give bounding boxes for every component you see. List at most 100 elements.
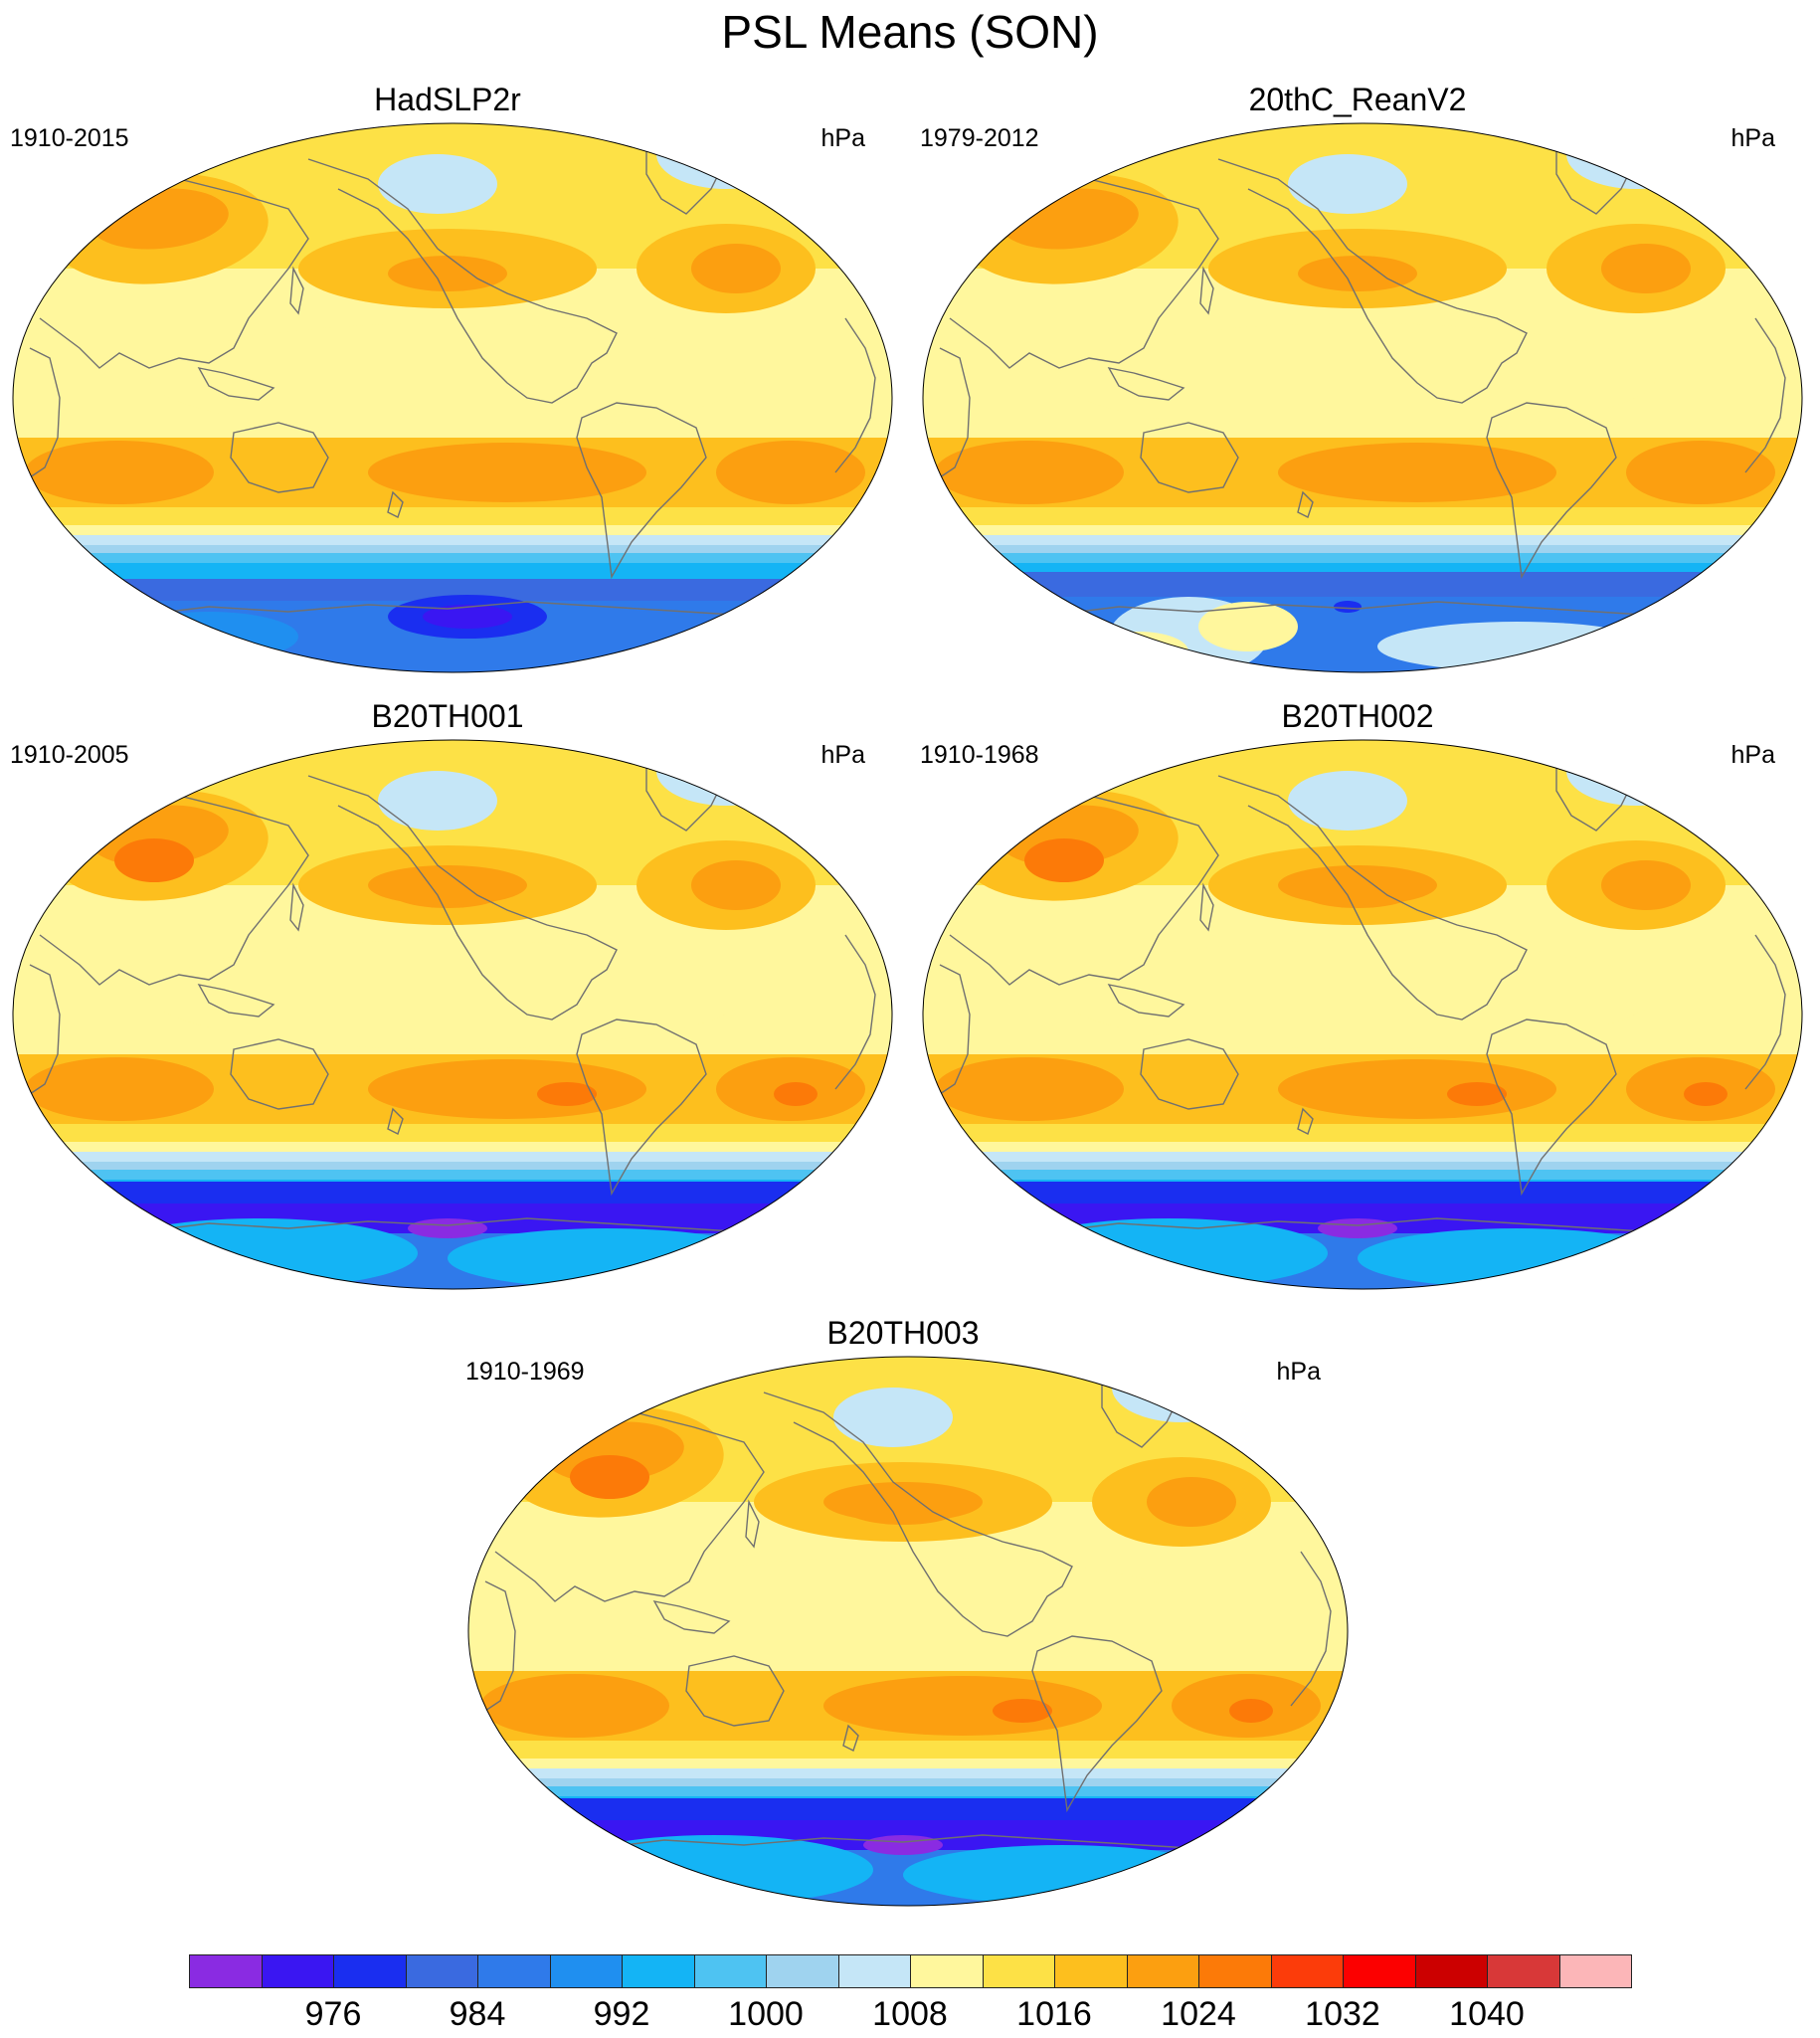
africa-outline xyxy=(939,964,971,1095)
icelandic-low-core xyxy=(701,748,761,784)
south-pacific-high xyxy=(368,1059,646,1119)
band-southern-gradient xyxy=(13,1162,892,1172)
africa-east-outline xyxy=(1744,317,1786,473)
circumpolar-low-core xyxy=(423,605,512,629)
south-atlantic-high xyxy=(716,441,865,504)
psl-map xyxy=(467,1356,1349,1907)
panel-units: hPa xyxy=(1730,741,1775,769)
antarctic-interior xyxy=(1009,1218,1328,1288)
south-america-outline xyxy=(576,1019,707,1197)
panel-title: B20TH003 xyxy=(826,1315,980,1351)
antarctic-interior xyxy=(99,1218,418,1288)
africa-outline xyxy=(484,1580,516,1712)
indian-ocean-high xyxy=(25,1057,214,1121)
icelandic-low-core xyxy=(1611,131,1671,167)
new-zealand-outline xyxy=(1297,490,1314,518)
colorbar-label: 1040 xyxy=(1449,1995,1525,2033)
tibetan-high xyxy=(114,838,194,882)
colorbar-swatch xyxy=(1414,1954,1488,1988)
icelandic-low-core xyxy=(1611,748,1671,784)
band-southern-gradient xyxy=(923,507,1802,527)
colorbar-swatch xyxy=(1270,1954,1344,1988)
band-southern-gradient xyxy=(468,1768,1348,1780)
coastlines xyxy=(939,760,1786,1234)
colorbar-swatch xyxy=(1054,1954,1128,1988)
colorbar-swatch xyxy=(837,1954,911,1988)
circumpolar-low-core xyxy=(408,1218,487,1238)
map-border xyxy=(12,739,893,1290)
pacific-high-core xyxy=(823,1482,983,1522)
map-panel: B20TH002 1910-1968 hPa xyxy=(910,696,1805,1293)
map-panel: HadSLP2r 1910-2015 hPa xyxy=(0,80,895,676)
colorbar-swatch xyxy=(910,1954,984,1988)
japan-outline xyxy=(1199,266,1214,315)
colorbar-swatch xyxy=(982,1954,1055,1988)
maritime-continent-outline xyxy=(197,367,275,401)
south-america-outline xyxy=(576,402,707,580)
panel-title: B20TH001 xyxy=(371,698,524,734)
colorbar-swatch xyxy=(549,1954,623,1988)
icelandic-low-core xyxy=(1157,1365,1216,1400)
north-america-outline xyxy=(1217,158,1528,404)
colorbar-label: 992 xyxy=(593,1995,650,2033)
panel-units: hPa xyxy=(820,741,865,769)
indian-ocean-high xyxy=(480,1674,669,1738)
band-circumpolar-trough xyxy=(468,1798,1348,1824)
aleutian-low xyxy=(378,771,497,831)
maritime-continent-outline xyxy=(1107,367,1185,401)
band-southern-gradient xyxy=(468,1778,1348,1788)
colorbar xyxy=(189,1954,1632,1988)
antarctic-interior xyxy=(448,1228,766,1288)
south-america-outline xyxy=(1031,1635,1163,1813)
band-southern-ocean xyxy=(13,563,892,583)
psl-map xyxy=(12,122,893,673)
japan-outline xyxy=(1199,882,1214,932)
band-southern-gradient xyxy=(923,525,1802,537)
map-border xyxy=(467,1356,1349,1907)
band-southern-gradient xyxy=(923,1170,1802,1182)
maritime-continent-outline xyxy=(1107,984,1185,1018)
band-southern-gradient xyxy=(923,1142,1802,1154)
maritime-continent-outline xyxy=(197,984,275,1018)
south-pacific-high xyxy=(1278,1059,1556,1119)
tropical-trough xyxy=(605,1557,1201,1666)
band-southern-gradient xyxy=(13,1142,892,1154)
icelandic-low xyxy=(1566,123,1706,189)
colorbar-swatch xyxy=(261,1954,334,1988)
aleutian-low xyxy=(1288,154,1407,214)
band-southern-gradient xyxy=(13,535,892,547)
colorbar-swatch xyxy=(1343,1954,1416,1988)
colorbar-swatch xyxy=(477,1954,551,1988)
band-southern-gradient xyxy=(923,545,1802,555)
band-southern-gradient xyxy=(468,1741,1348,1760)
colorbar-swatch xyxy=(622,1954,695,1988)
icelandic-low xyxy=(656,123,796,189)
japan-outline xyxy=(289,266,304,315)
africa-east-outline xyxy=(1290,1551,1332,1707)
colorbar-label: 1024 xyxy=(1161,1995,1236,2033)
tropical-trough xyxy=(149,323,746,433)
south-atlantic-high-core xyxy=(1229,1699,1273,1723)
japan-outline xyxy=(289,882,304,932)
colorbar-swatch xyxy=(1487,1954,1560,1988)
africa-east-outline xyxy=(834,934,876,1090)
south-pacific-high-core xyxy=(993,1699,1052,1723)
pacific-high-core xyxy=(1278,865,1437,905)
band-southern-gradient xyxy=(13,545,892,555)
antarctica-outline xyxy=(1038,601,1677,618)
panel-title: HadSLP2r xyxy=(374,82,521,117)
psl-map xyxy=(922,122,1803,673)
australia-outline xyxy=(230,1038,329,1110)
colorbar-label: 984 xyxy=(449,1995,506,2033)
panel-units: hPa xyxy=(1730,124,1775,152)
atlantic-high-core xyxy=(1601,244,1691,293)
panel-units: hPa xyxy=(1276,1358,1321,1386)
band-southern-gradient xyxy=(468,1786,1348,1798)
africa-outline xyxy=(29,964,61,1095)
antarctica-outline xyxy=(1038,1217,1677,1234)
atlantic-high-core xyxy=(1147,1477,1236,1527)
tropical-trough xyxy=(1059,323,1656,433)
japan-outline xyxy=(745,1499,760,1549)
panel-title: B20TH002 xyxy=(1281,698,1434,734)
indian-ocean-high xyxy=(935,441,1124,504)
